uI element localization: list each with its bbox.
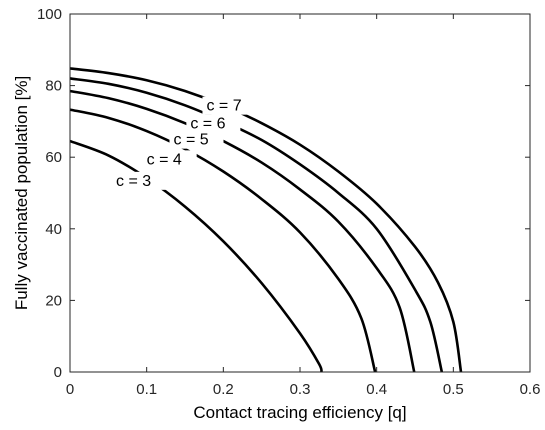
series-line bbox=[69, 139, 323, 373]
curve-label-background bbox=[202, 96, 257, 115]
y-tick-label: 0 bbox=[54, 364, 62, 381]
y-axis-ticks: 0 20 40 60 80 100 bbox=[37, 6, 530, 381]
curves bbox=[69, 67, 463, 373]
curve-labels: c = 3 c = 4 c = 5c = 6c = 7 bbox=[112, 96, 257, 190]
series-line bbox=[69, 108, 377, 373]
curve-label: c = 7 bbox=[206, 98, 241, 115]
curve-label: c = 4 bbox=[147, 151, 182, 168]
x-tick-label: 0 bbox=[66, 381, 74, 398]
y-axis-label: Fully vaccinated population [%] bbox=[12, 76, 31, 310]
plot-area bbox=[70, 14, 530, 372]
x-axis-ticks: 0 0.1 0.2 0.3 0.4 0.5 0.6 bbox=[66, 14, 541, 398]
curve-label-background bbox=[169, 130, 224, 149]
y-tick-label: 20 bbox=[45, 292, 62, 309]
x-tick-label: 0.5 bbox=[443, 381, 464, 398]
curve-label: c = 5 bbox=[174, 132, 209, 149]
x-tick-label: 0.6 bbox=[520, 381, 541, 398]
x-tick-label: 0.3 bbox=[290, 381, 311, 398]
y-tick-label: 60 bbox=[45, 149, 62, 166]
curve-label-background bbox=[142, 150, 197, 169]
y-tick-label: 100 bbox=[37, 6, 62, 23]
y-tick-label: 80 bbox=[45, 78, 62, 95]
x-tick-label: 0.2 bbox=[213, 381, 234, 398]
curve-label-background bbox=[186, 114, 241, 133]
series-line bbox=[69, 77, 444, 373]
curve-label: c = 3 bbox=[116, 173, 151, 190]
series-line bbox=[69, 89, 416, 373]
series-line bbox=[69, 67, 463, 373]
curve-label-background bbox=[112, 171, 166, 190]
x-axis-label: Contact tracing efficiency [q] bbox=[193, 403, 406, 422]
x-tick-label: 0.4 bbox=[366, 381, 387, 398]
y-tick-label: 40 bbox=[45, 221, 62, 238]
curve-label: c = 6 bbox=[190, 116, 225, 133]
x-tick-label: 0.1 bbox=[136, 381, 157, 398]
